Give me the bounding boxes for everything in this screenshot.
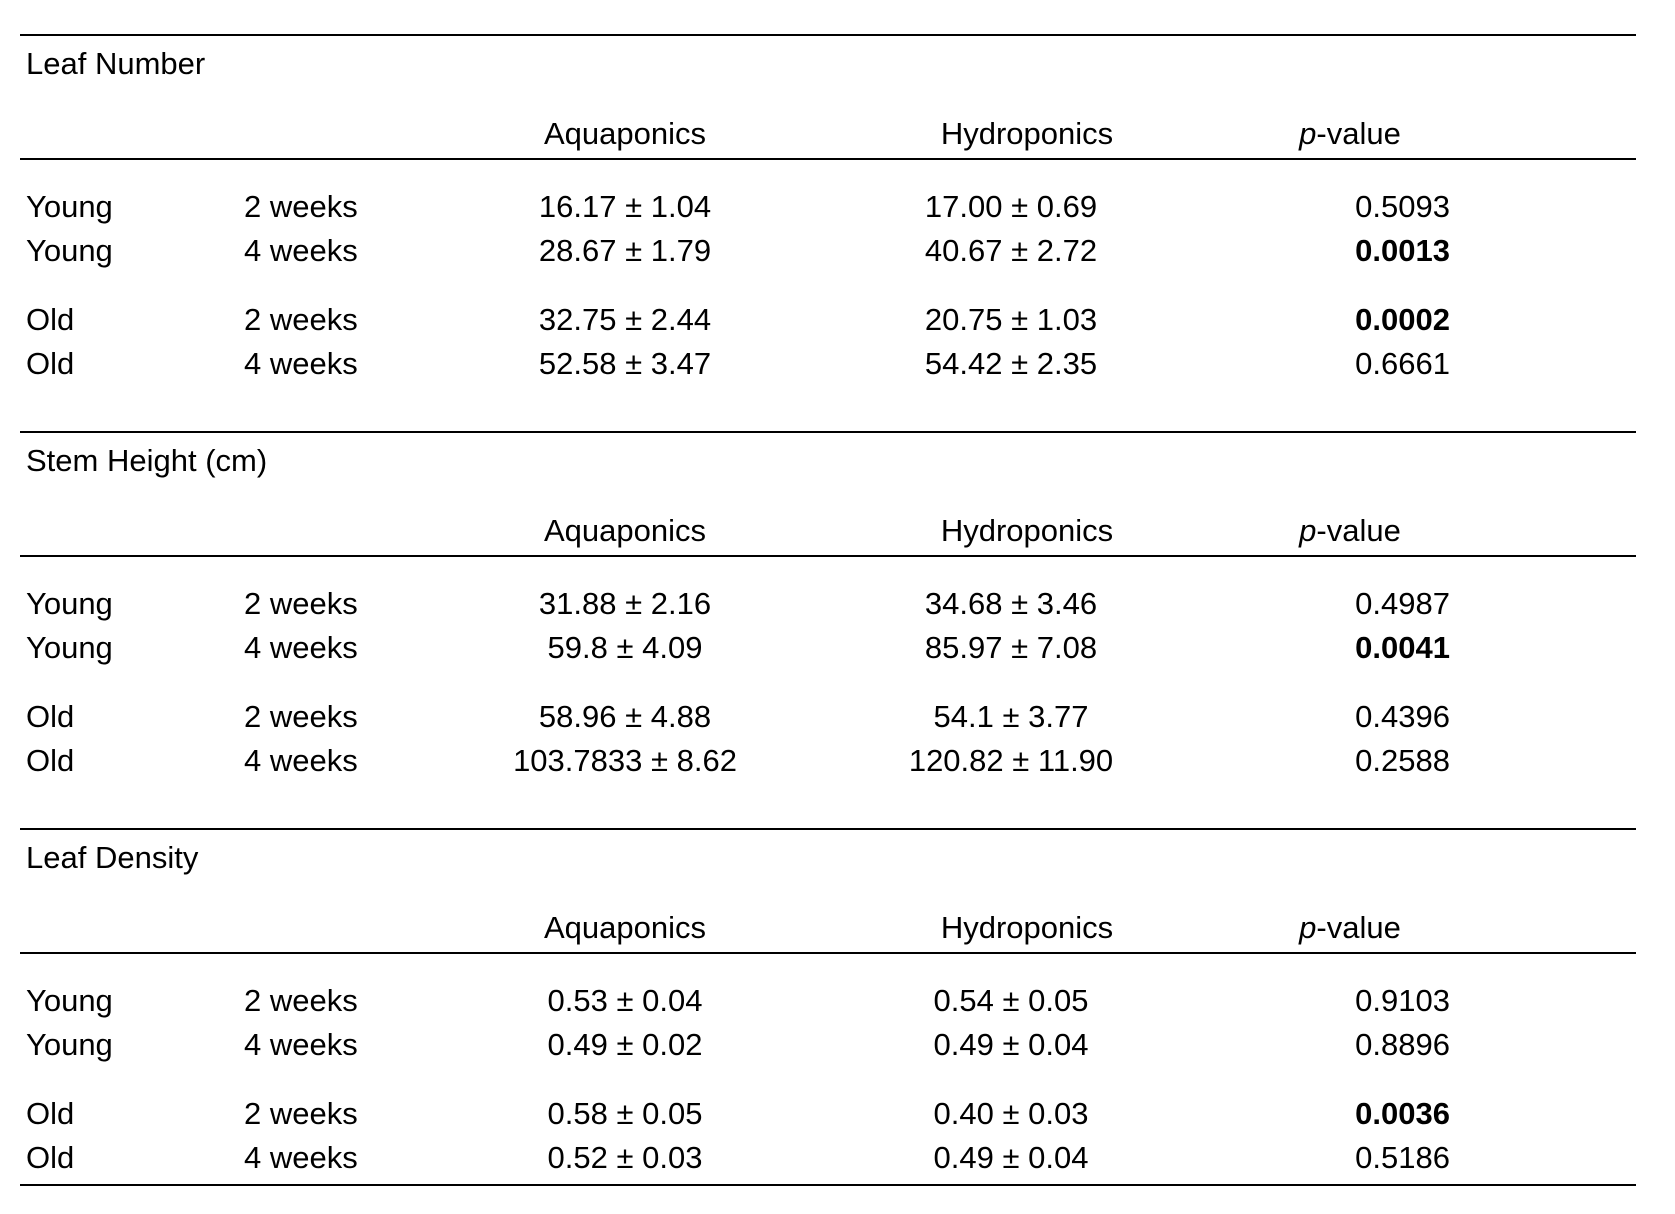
row-p-value: 0.2588 xyxy=(1355,743,1450,778)
row-hydroponics-value: 85.97 ± 7.08 xyxy=(924,630,1098,665)
row-group: Old xyxy=(26,1096,75,1131)
bottom-rule xyxy=(20,1184,1636,1186)
row-aquaponics-value: 52.58 ± 3.47 xyxy=(538,346,712,381)
row-duration: 4 weeks xyxy=(244,1140,358,1175)
row-hydroponics-value: 0.49 ± 0.04 xyxy=(933,1027,1089,1062)
row-duration: 2 weeks xyxy=(244,1096,358,1131)
p-suffix: -value xyxy=(1316,910,1401,945)
header-rule xyxy=(20,952,1636,954)
row-hydroponics-value: 40.67 ± 2.72 xyxy=(924,233,1098,268)
row-aquaponics-value: 59.8 ± 4.09 xyxy=(547,630,703,665)
header-aquaponics: Aquaponics xyxy=(543,116,706,151)
row-duration: 2 weeks xyxy=(244,699,358,734)
row-group: Young xyxy=(26,189,113,224)
section-rule xyxy=(20,431,1636,433)
row-duration: 2 weeks xyxy=(244,302,358,337)
row-p-value: 0.0041 xyxy=(1355,630,1450,665)
row-group: Young xyxy=(26,586,113,621)
header-rule xyxy=(20,555,1636,557)
header-rule xyxy=(20,158,1636,160)
section-rule xyxy=(20,828,1636,830)
row-hydroponics-value: 34.68 ± 3.46 xyxy=(924,586,1098,621)
row-aquaponics-value: 0.52 ± 0.03 xyxy=(547,1140,703,1175)
row-duration: 4 weeks xyxy=(244,1027,358,1062)
row-aquaponics-value: 0.58 ± 0.05 xyxy=(547,1096,703,1131)
p-letter: p xyxy=(1299,910,1317,945)
row-p-value: 0.4987 xyxy=(1355,586,1450,621)
row-aquaponics-value: 16.17 ± 1.04 xyxy=(538,189,712,224)
row-p-value: 0.6661 xyxy=(1355,346,1450,381)
header-hydroponics: Hydroponics xyxy=(940,116,1114,151)
row-group: Old xyxy=(26,302,75,337)
section-title: Leaf Number xyxy=(26,46,206,81)
row-hydroponics-value: 20.75 ± 1.03 xyxy=(924,302,1098,337)
p-suffix: -value xyxy=(1316,116,1401,151)
row-hydroponics-value: 54.42 ± 2.35 xyxy=(924,346,1098,381)
p-suffix: -value xyxy=(1316,513,1401,548)
row-group: Old xyxy=(26,1140,75,1175)
row-group: Young xyxy=(26,233,113,268)
row-hydroponics-value: 120.82 ± 11.90 xyxy=(908,743,1114,778)
section-title: Stem Height (cm) xyxy=(26,443,268,478)
p-letter: p xyxy=(1299,513,1317,548)
p-letter: p xyxy=(1299,116,1317,151)
row-hydroponics-value: 0.40 ± 0.03 xyxy=(933,1096,1089,1131)
row-hydroponics-value: 0.54 ± 0.05 xyxy=(933,983,1089,1018)
row-duration: 2 weeks xyxy=(244,586,358,621)
header-p-value: p-value xyxy=(1250,910,1450,946)
header-aquaponics: Aquaponics xyxy=(543,513,706,548)
row-p-value: 0.8896 xyxy=(1355,1027,1450,1062)
row-group: Old xyxy=(26,346,75,381)
row-group: Young xyxy=(26,1027,113,1062)
top-rule xyxy=(20,34,1636,36)
row-p-value: 0.0013 xyxy=(1355,233,1450,268)
row-duration: 4 weeks xyxy=(244,743,358,778)
row-group: Young xyxy=(26,630,113,665)
row-aquaponics-value: 0.49 ± 0.02 xyxy=(547,1027,703,1062)
row-aquaponics-value: 28.67 ± 1.79 xyxy=(538,233,712,268)
row-duration: 4 weeks xyxy=(244,630,358,665)
row-duration: 4 weeks xyxy=(244,233,358,268)
row-aquaponics-value: 58.96 ± 4.88 xyxy=(538,699,712,734)
row-hydroponics-value: 17.00 ± 0.69 xyxy=(924,189,1098,224)
row-p-value: 0.5093 xyxy=(1355,189,1450,224)
row-group: Old xyxy=(26,699,75,734)
header-hydroponics: Hydroponics xyxy=(940,910,1114,945)
row-p-value: 0.5186 xyxy=(1355,1140,1450,1175)
row-p-value: 0.4396 xyxy=(1355,699,1450,734)
row-hydroponics-value: 54.1 ± 3.77 xyxy=(933,699,1089,734)
row-duration: 2 weeks xyxy=(244,983,358,1018)
row-aquaponics-value: 103.7833 ± 8.62 xyxy=(513,743,737,778)
row-group: Young xyxy=(26,983,113,1018)
row-p-value: 0.0036 xyxy=(1355,1096,1450,1131)
header-p-value: p-value xyxy=(1250,513,1450,549)
row-duration: 4 weeks xyxy=(244,346,358,381)
row-hydroponics-value: 0.49 ± 0.04 xyxy=(933,1140,1089,1175)
row-aquaponics-value: 31.88 ± 2.16 xyxy=(538,586,712,621)
header-hydroponics: Hydroponics xyxy=(940,513,1114,548)
row-aquaponics-value: 0.53 ± 0.04 xyxy=(547,983,703,1018)
row-p-value: 0.9103 xyxy=(1355,983,1450,1018)
row-aquaponics-value: 32.75 ± 2.44 xyxy=(538,302,712,337)
section-title: Leaf Density xyxy=(26,840,199,875)
row-duration: 2 weeks xyxy=(244,189,358,224)
header-p-value: p-value xyxy=(1250,116,1450,152)
row-group: Old xyxy=(26,743,75,778)
row-p-value: 0.0002 xyxy=(1355,302,1450,337)
header-aquaponics: Aquaponics xyxy=(543,910,706,945)
